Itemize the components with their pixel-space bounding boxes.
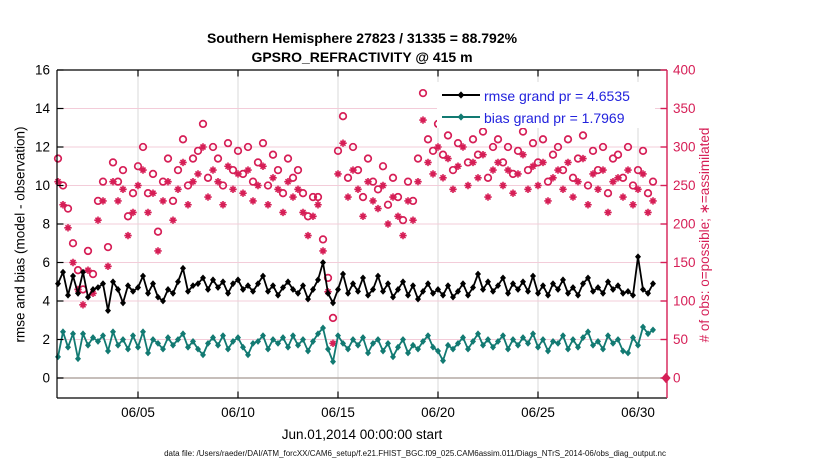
svg-text:12: 12: [35, 140, 50, 155]
rmse-series: [55, 253, 656, 315]
data-file-note: data file: /Users/raeder/DAI/ATM_forcXX/…: [164, 449, 666, 458]
svg-text:300: 300: [673, 140, 696, 155]
right-y-axis-label: # of obs: o=possible; ∗=assimilated: [697, 127, 712, 343]
svg-text:8: 8: [42, 217, 50, 232]
svg-text:6: 6: [42, 255, 50, 270]
svg-text:06/05: 06/05: [121, 405, 155, 420]
svg-text:0: 0: [42, 371, 50, 386]
axis-ticks: [57, 69, 667, 398]
svg-text:0: 0: [673, 371, 681, 386]
svg-text:06/20: 06/20: [421, 405, 455, 420]
svg-text:06/25: 06/25: [521, 405, 555, 420]
legend-entry-rmse: rmse grand pr = 4.6535: [484, 88, 630, 104]
svg-text:06/15: 06/15: [321, 405, 355, 420]
legend-entry-bias: bias grand pr = 1.7969: [484, 110, 625, 126]
horizontal-gridlines: [57, 108, 667, 340]
svg-text:4: 4: [42, 294, 50, 309]
axes-spines: [56, 69, 668, 399]
x-axis-label: Jun.01,2014 00:00:00 start: [281, 427, 443, 442]
svg-text:06/10: 06/10: [221, 405, 255, 420]
svg-text:50: 50: [673, 332, 688, 347]
left-y-axis-label: rmse and bias (model - observation): [12, 126, 28, 343]
plot-subtitle: GPSRO_REFRACTIVITY @ 415 m: [251, 49, 473, 65]
plot-title: Southern Hemisphere 27823 / 31335 = 88.7…: [206, 30, 518, 46]
svg-text:400: 400: [673, 63, 696, 78]
svg-text:10: 10: [35, 178, 50, 193]
svg-text:150: 150: [673, 255, 696, 270]
svg-text:350: 350: [673, 101, 696, 116]
svg-text:200: 200: [673, 217, 696, 232]
svg-text:06/30: 06/30: [621, 405, 655, 420]
bias-series: [55, 323, 656, 366]
tick-labels: 06/05 06/10 06/15 06/20 06/25 06/30 0 2 4 6 8 10 12 1…: [35, 63, 696, 421]
svg-text:100: 100: [673, 294, 696, 309]
svg-text:2: 2: [42, 332, 50, 347]
assimilated-obs-series: [54, 116, 657, 348]
svg-text:14: 14: [35, 101, 51, 116]
legend: [437, 82, 655, 128]
svg-text:250: 250: [673, 178, 696, 193]
svg-text:16: 16: [35, 63, 50, 78]
